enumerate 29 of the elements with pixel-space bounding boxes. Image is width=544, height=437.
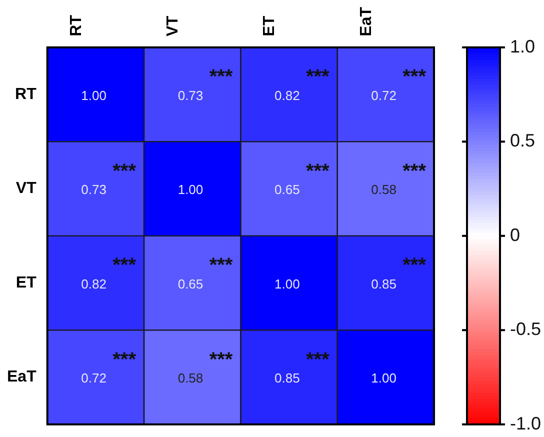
color-bar-label: 1.0 — [510, 36, 536, 56]
data-label: *** 0.65 — [178, 254, 233, 292]
data-label: *** 0.65 — [274, 160, 330, 198]
y-tick-label: ET — [16, 274, 37, 292]
data-label: *** 0.73 — [178, 66, 233, 103]
data-label: *** 0.82 — [274, 66, 330, 103]
data-label: *** 0.73 — [81, 160, 136, 198]
color-bar-label: 0.5 — [510, 130, 536, 151]
y-tick-label: EaT — [7, 368, 37, 386]
x-tick-label: VT — [164, 16, 182, 36]
x-tick-label: RT — [68, 14, 85, 36]
y-tick-label: VT — [16, 180, 37, 198]
color-bar-label: -1.0 — [510, 413, 542, 434]
data-label: *** 0.72 — [371, 66, 426, 103]
data-label: *** 0.85 — [371, 254, 426, 292]
color-bar-label: -0.5 — [510, 319, 542, 340]
data-label: 1.00 — [81, 88, 106, 103]
data-label: *** 0.82 — [81, 254, 136, 292]
data-label: *** 0.58 — [178, 348, 233, 386]
color-bar-label: 0 — [510, 224, 520, 245]
data-label: *** 0.72 — [81, 348, 136, 386]
data-label: 1.00 — [178, 182, 204, 198]
y-tick-label: RT — [15, 86, 37, 103]
x-tick-label: EaT — [358, 6, 375, 36]
data-label: *** 0.58 — [371, 160, 426, 198]
data-label: *** 0.85 — [274, 348, 330, 386]
x-tick-label: ET — [261, 16, 278, 36]
data-label: 1.00 — [371, 370, 396, 386]
data-label: 1.00 — [274, 276, 300, 292]
